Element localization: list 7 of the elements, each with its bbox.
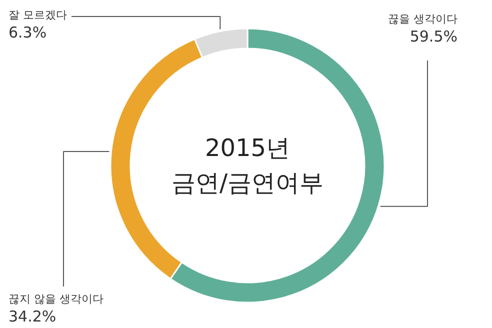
data-label: 6.3% [8, 24, 47, 42]
slice-label: 끊지 않을 생각이다 [8, 292, 104, 306]
slice-label: 끊을 생각이다 [388, 12, 458, 26]
data-label: 34.2% [8, 308, 56, 326]
slice-label: 잘 모르겠다 [8, 8, 67, 22]
data-label: 59.5% [410, 28, 458, 46]
text: 2015년 금연/금연여부 [171, 134, 324, 197]
